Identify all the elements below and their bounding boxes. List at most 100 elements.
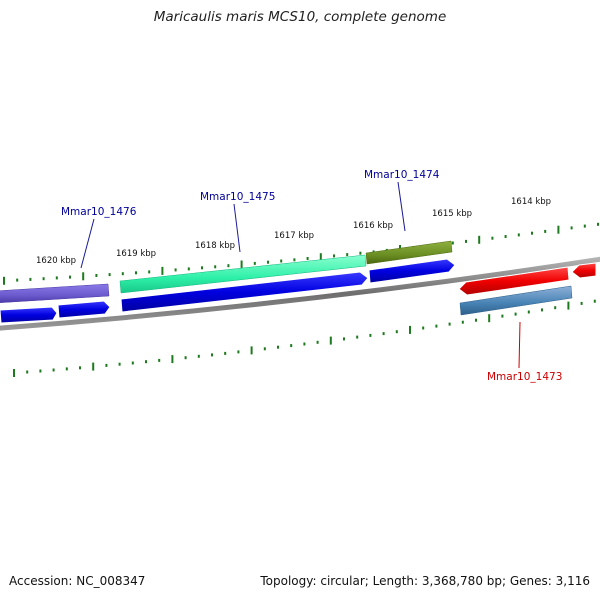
minor-tick (26, 370, 29, 374)
genome-backbone (0, 256, 600, 331)
major-tick (250, 346, 253, 355)
minor-tick (359, 251, 362, 255)
cds-arrow[interactable] (368, 258, 456, 284)
cds-arrow[interactable] (0, 306, 58, 324)
major-tick (92, 362, 95, 371)
scale-label: 1618 kbp (195, 241, 235, 251)
minor-tick (69, 275, 71, 279)
minor-tick (316, 340, 319, 344)
scale-label: 1615 kbp (432, 209, 472, 219)
minor-tick (583, 224, 586, 228)
minor-tick (277, 345, 279, 349)
minor-tick (382, 332, 385, 336)
minor-tick (108, 273, 111, 277)
scale-label: 1620 kbp (36, 256, 76, 266)
gene-label[interactable]: Mmar10_1474 (364, 169, 440, 181)
major-tick (13, 369, 15, 377)
minor-tick (491, 236, 494, 240)
scale-labels: 1620 kbp 1619 kbp 1618 kbp 1617 kbp 1616… (36, 197, 551, 266)
minor-tick (501, 314, 504, 318)
major-tick (161, 266, 164, 275)
minor-tick (39, 369, 42, 373)
major-tick (82, 272, 85, 281)
minor-tick (253, 261, 256, 265)
callout-line (233, 203, 241, 253)
gene-feature-mmar10-1476[interactable] (0, 283, 110, 303)
gene-label[interactable]: Mmar10_1475 (200, 191, 275, 203)
cds-arrow[interactable] (120, 271, 369, 313)
minor-tick (131, 361, 134, 365)
major-tick (329, 336, 332, 345)
minor-tick (504, 235, 507, 238)
genome-title: Maricaulis maris MCS10, complete genome (153, 9, 447, 25)
major-tick (557, 225, 560, 234)
minor-tick (451, 241, 454, 245)
minor-tick (135, 271, 137, 275)
minor-tick (343, 337, 345, 341)
minor-tick (148, 270, 151, 274)
minor-tick (465, 239, 467, 243)
minor-tick (461, 320, 464, 324)
minor-tick (187, 267, 190, 271)
major-tick (488, 314, 491, 323)
minor-tick (422, 326, 425, 330)
minor-tick (55, 276, 58, 280)
major-tick (478, 235, 481, 244)
minor-tick (184, 356, 187, 360)
minor-tick (544, 229, 547, 233)
minor-tick (263, 347, 266, 351)
minor-tick (118, 362, 121, 366)
scale-label: 1616 kbp (353, 221, 393, 231)
major-tick (319, 253, 322, 262)
cds-arrow-reverse[interactable] (571, 262, 597, 279)
minor-tick (369, 333, 372, 337)
callout-line (518, 321, 521, 369)
gene-feature-mmar10-1475[interactable] (119, 254, 367, 294)
minor-tick (570, 226, 573, 230)
major-tick (3, 276, 5, 285)
minor-tick (29, 277, 32, 281)
minor-tick (580, 301, 583, 305)
minor-tick (475, 318, 477, 322)
minor-tick (105, 363, 108, 367)
major-tick (171, 355, 174, 364)
minor-tick (52, 368, 55, 372)
minor-tick (333, 254, 335, 258)
minor-tick (280, 259, 283, 263)
minor-tick (65, 367, 68, 371)
minor-tick (554, 306, 557, 310)
minor-tick (227, 264, 230, 268)
callout-line (80, 218, 95, 269)
gene-feature-mmar10-1474[interactable] (365, 240, 453, 265)
minor-tick (448, 322, 451, 326)
minor-tick (267, 260, 269, 264)
cds-arrow-reverse[interactable] (458, 266, 570, 296)
minor-tick (174, 268, 177, 272)
minor-tick (303, 342, 306, 346)
genome-summary: Topology: circular; Length: 3,368,780 bp… (260, 574, 590, 588)
scale-label: 1617 kbp (274, 231, 314, 241)
gene-feature-mmar10-1473[interactable] (459, 285, 573, 316)
minor-tick (356, 335, 359, 339)
minor-tick (42, 277, 45, 281)
minor-tick (16, 278, 19, 282)
major-tick (409, 325, 411, 334)
minor-tick (290, 344, 293, 348)
minor-tick (95, 274, 98, 277)
minor-tick (531, 231, 533, 235)
minor-tick (293, 258, 296, 262)
minor-tick (145, 360, 147, 364)
major-tick (240, 260, 243, 269)
gene-label[interactable]: Mmar10_1473 (487, 371, 562, 383)
minor-tick (346, 253, 349, 257)
cds-arrow[interactable] (57, 300, 111, 319)
gene-label[interactable]: Mmar10_1476 (61, 206, 137, 218)
minor-tick (541, 308, 543, 312)
callout-line (397, 181, 406, 232)
minor-tick (237, 350, 240, 354)
minor-tick (211, 353, 213, 357)
minor-tick (214, 265, 217, 269)
minor-tick (121, 272, 124, 276)
minor-tick (306, 257, 309, 260)
